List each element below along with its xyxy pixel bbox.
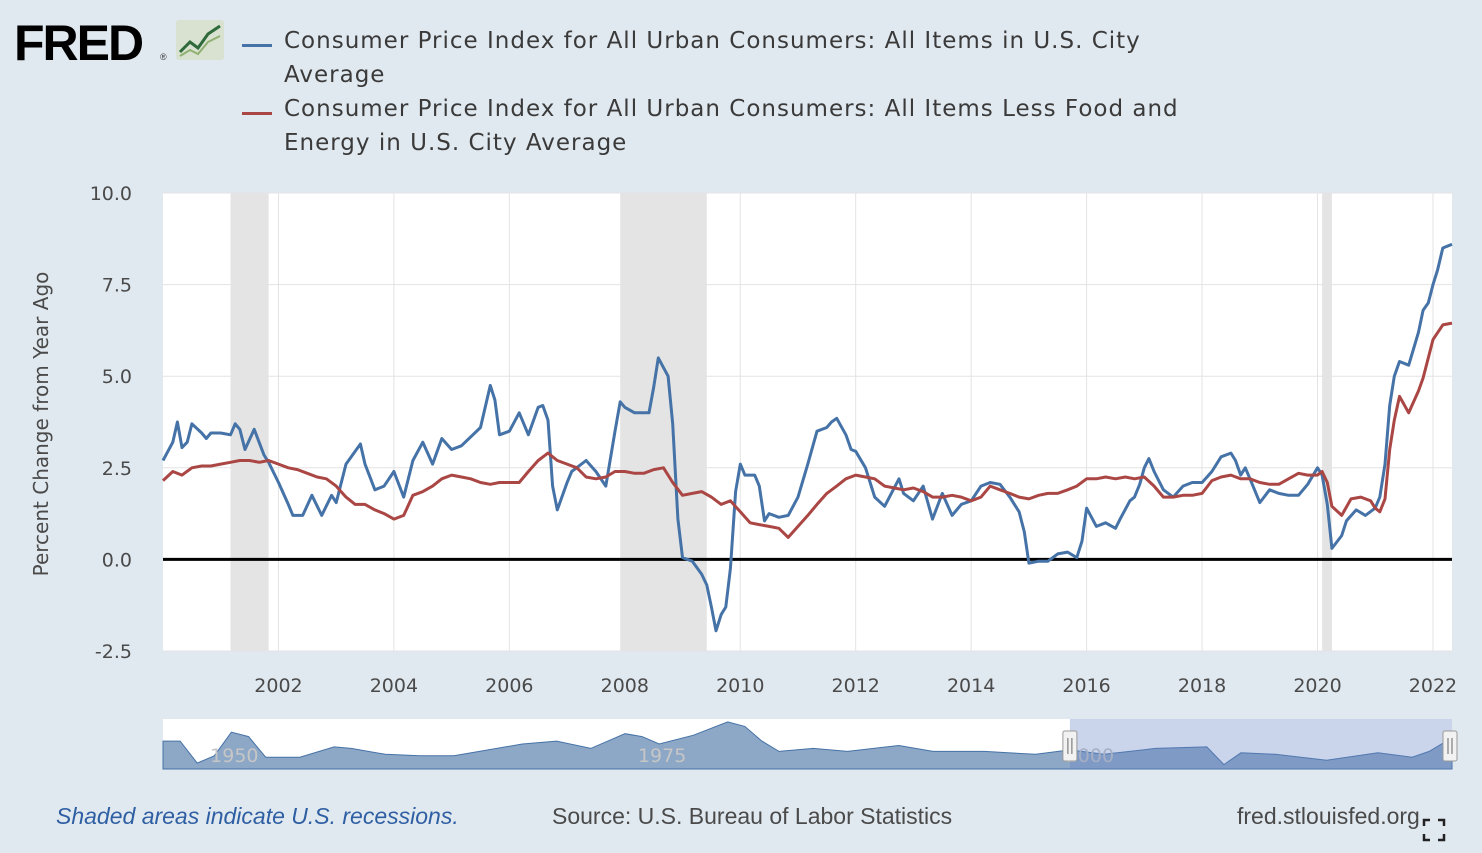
legend-swatch-blue [242,44,272,47]
navigator-handle[interactable] [1062,730,1078,762]
y-tick-label: 2.5 [102,458,132,480]
y-tick-label: 7.5 [102,275,132,297]
y-tick-label: 0.0 [102,549,132,571]
legend-label: Consumer Price Index for All Urban Consu… [284,28,1141,88]
navigator-handle[interactable] [1442,730,1458,762]
y-axis-title: Percent Change from Year Ago [29,272,53,577]
x-tick-label: 2010 [716,675,764,697]
x-tick-label: 2014 [947,675,995,697]
site-link[interactable]: fred.stlouisfed.org [1237,803,1420,829]
x-axis-ticks: 2002 2004 2006 2008 2010 2012 2014 2016 2018 2020… [254,675,1457,697]
plot-area [163,193,1452,651]
y-tick-label: 10.0 [90,183,132,205]
x-tick-label: 2008 [601,675,649,697]
x-tick-label: 2020 [1293,675,1341,697]
registered-mark: ® [160,52,167,62]
series-line-cpi-core [161,321,1453,539]
recession-bands [230,193,1332,651]
fred-graph-icon [176,20,224,60]
navigator-year-label: 2000 [1066,745,1114,767]
x-tick-label: 2012 [832,675,880,697]
navigator-series-area [162,721,1453,770]
x-tick-label: 2022 [1409,675,1457,697]
recession-band [1322,193,1332,651]
legend-swatch-red [242,112,272,115]
y-axis-ticks: 10.0 7.5 5.0 2.5 0.0 -2.5 [90,183,132,663]
series-lines [161,242,1453,633]
fullscreen-icon[interactable] [1422,818,1446,842]
series-line-cpi-all-items [161,242,1453,633]
legend-label: Consumer Price Index for All Urban Consu… [284,96,1179,156]
navigator-year-label: 1975 [638,745,686,767]
recession-band [230,193,269,651]
recession-band [620,193,707,651]
x-tick-label: 2002 [254,675,302,697]
range-navigator[interactable]: 1950 1975 2000 [162,719,1458,770]
navigator-year-label: 1950 [210,745,258,767]
x-tick-label: 2004 [370,675,418,697]
source-text: Source: U.S. Bureau of Labor Statistics [552,803,953,829]
x-tick-label: 2006 [485,675,533,697]
plot-background [163,193,1452,651]
y-tick-label: -2.5 [95,641,132,663]
x-tick-label: 2016 [1062,675,1110,697]
y-tick-label: 5.0 [102,366,132,388]
fred-logo[interactable]: FRED [14,15,144,71]
recession-note: Shaded areas indicate U.S. recessions. [56,803,459,829]
x-tick-label: 2018 [1178,675,1226,697]
navigator-selection [1069,719,1452,769]
